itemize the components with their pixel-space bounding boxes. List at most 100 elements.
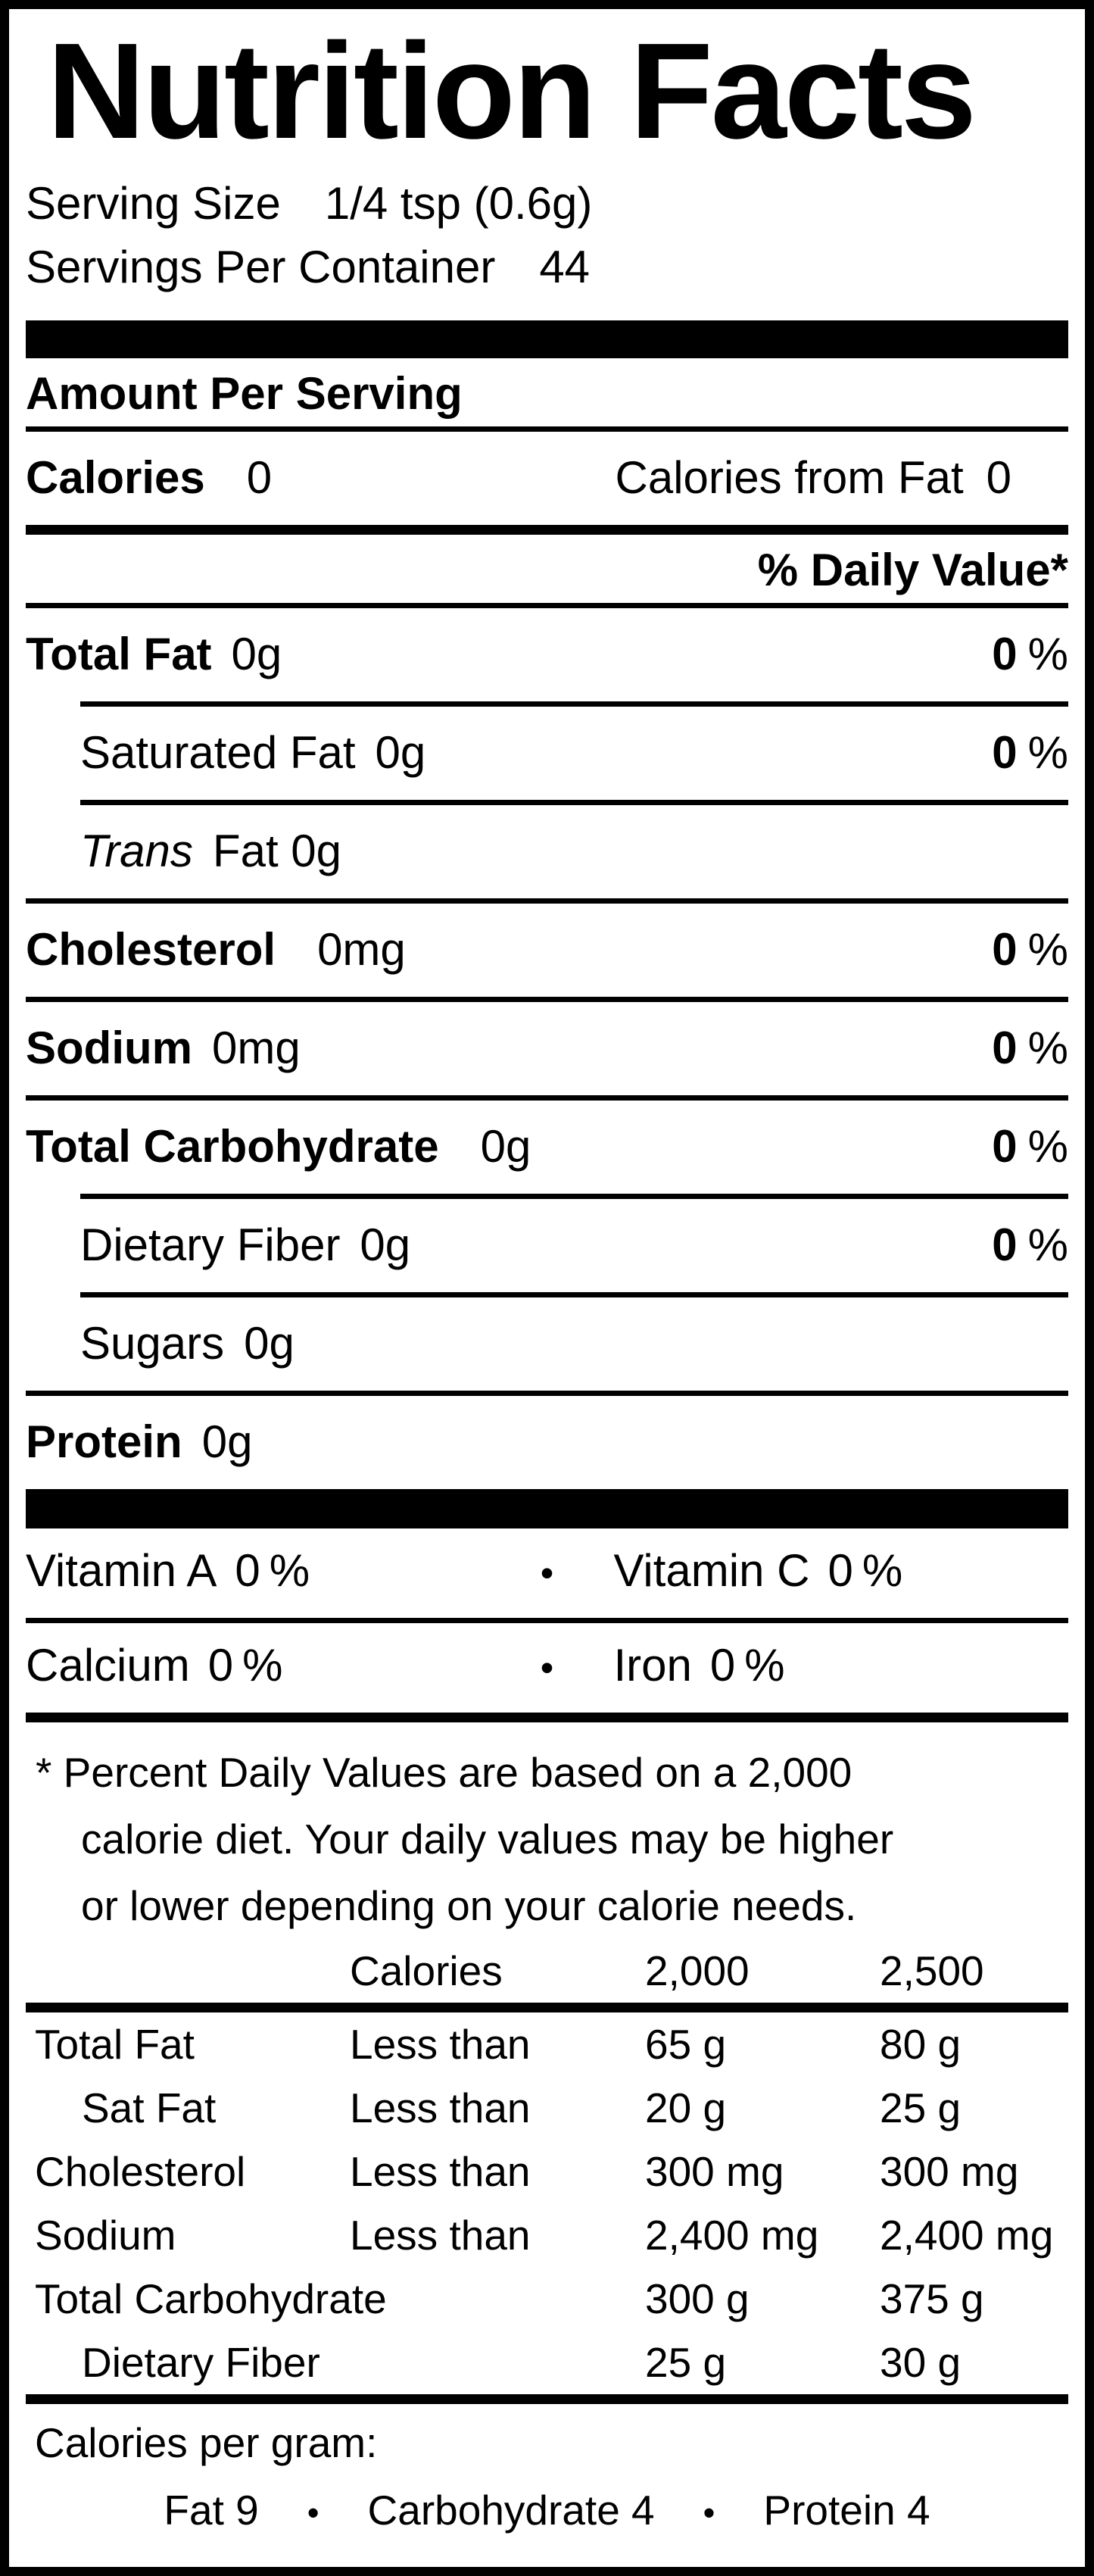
servings-per-container-line: Servings Per Container 44 [26, 236, 1068, 299]
divider-medium [26, 2394, 1068, 2404]
serving-size-label: Serving Size [26, 178, 281, 229]
divider-medium [26, 1713, 1068, 1722]
footnote-line: * Percent Daily Values are based on a 2,… [36, 1749, 852, 1796]
dv-number: 0 [992, 924, 1018, 975]
calcium-value: 0 [207, 1640, 234, 1691]
dv-table-body: Total Fat Less than 65 g 80 g Sat Fat Le… [26, 2012, 1068, 2394]
nutrient-amount: 0g [244, 1318, 295, 1369]
divider-medium [26, 525, 1068, 535]
dv-row-name: Sat Fat [82, 2084, 217, 2131]
vitamin-a-item: Vitamin A 0% [26, 1547, 525, 1595]
nutrient-label: Total Fat [26, 629, 212, 679]
dv-table-header-2000: 2,000 [645, 1947, 750, 1994]
nutrient-amount: 0g [375, 727, 426, 778]
calories-from-fat: Calories from Fat 0 [616, 451, 1011, 504]
dv-row-2500: 30 g [880, 2339, 962, 2386]
dv-row-name: Dietary Fiber [82, 2339, 320, 2386]
dv-row-2500: 80 g [880, 2021, 962, 2068]
dv-row-name: Cholesterol [35, 2148, 246, 2195]
nutrient-label-rest: Fat 0g [212, 826, 342, 876]
divider-thin [26, 898, 1068, 904]
dv-row-2000: 25 g [645, 2339, 727, 2386]
percent-sign: % [269, 1545, 310, 1596]
percent-sign: % [242, 1640, 283, 1691]
cpg-protein: Protein 4 [763, 2487, 930, 2534]
dv-row-qualifier: Less than [350, 2084, 531, 2131]
dv-table-header: Calories 2,000 2,500 [26, 1939, 1068, 2003]
nutrient-amount: 0g [201, 1416, 253, 1467]
dv-row-qualifier: Less than [350, 2148, 531, 2195]
dv-row-name: Total Fat [35, 2021, 195, 2068]
nutrient-amount: 0g [231, 629, 282, 679]
calcium-item: Calcium 0% [26, 1641, 525, 1690]
vitamin-a-label: Vitamin A [26, 1545, 217, 1596]
servings-per-container-value: 44 [539, 242, 591, 292]
cpg-fat: Fat 9 [164, 2487, 259, 2534]
nutrient-daily-value: 0% [992, 1219, 1068, 1272]
vitamin-row-calcium-iron: Calcium 0% • Iron 0% [26, 1623, 1068, 1713]
calories-label: Calories [26, 452, 205, 503]
dv-row-2000: 300 mg [645, 2148, 784, 2195]
dv-percent-sign: % [1027, 924, 1068, 975]
dv-row-2000: 2,400 mg [645, 2212, 819, 2259]
nutrient-daily-value: 0% [992, 726, 1068, 779]
bullet-separator: • [703, 2493, 715, 2532]
vitamin-a-value: 0 [235, 1545, 260, 1596]
calcium-label: Calcium [26, 1640, 190, 1691]
servings-per-container-label: Servings Per Container [26, 242, 496, 292]
separator-bar-bottom [26, 1489, 1068, 1528]
calories-from-fat-label: Calories from Fat [615, 452, 964, 503]
divider-thin [26, 603, 1068, 608]
bullet-separator: • [307, 2493, 319, 2532]
serving-size-value: 1/4 tsp (0.6g) [324, 178, 593, 229]
nutrient-label: Protein [26, 1416, 182, 1467]
percent-sign: % [862, 1545, 903, 1596]
dv-row-name: Total Carbohydrate [35, 2275, 387, 2322]
footnote-line: or lower depending on your calorie needs… [81, 1882, 857, 1929]
dv-row-2000: 300 g [645, 2275, 750, 2322]
nutrient-amount: 0g [360, 1219, 411, 1270]
nutrient-label: Cholesterol [26, 924, 276, 975]
nutrient-daily-value: 0% [992, 628, 1068, 681]
nutrient-row-dietary-fiber: Dietary Fiber 0g 0% [26, 1199, 1068, 1292]
divider-thin-indented [80, 1194, 1068, 1199]
dv-row-2000: 65 g [645, 2021, 727, 2068]
dv-number: 0 [992, 1023, 1018, 1073]
label-title: Nutrition Facts [47, 15, 977, 167]
dv-table-header-calories: Calories [350, 1947, 503, 1994]
divider-thin [26, 1618, 1068, 1623]
dv-percent-sign: % [1027, 727, 1068, 778]
dv-row-2500: 375 g [880, 2275, 984, 2322]
nutrient-label: Sodium [26, 1023, 192, 1073]
divider-thin-indented [80, 701, 1068, 707]
vitamin-c-item: Vitamin C 0% [570, 1547, 1069, 1595]
nutrient-row-sugars: Sugars 0g [26, 1297, 1068, 1391]
separator-bar-top [26, 320, 1068, 358]
daily-values-footnote: * Percent Daily Values are based on a 2,… [26, 1722, 1068, 1939]
iron-value: 0 [709, 1640, 736, 1691]
vitamin-c-label: Vitamin C [613, 1545, 810, 1596]
nutrient-row-protein: Protein 0g [26, 1396, 1068, 1489]
nutrient-row-cholesterol: Cholesterol 0mg 0% [26, 904, 1068, 997]
dv-percent-sign: % [1027, 1121, 1068, 1172]
nutrient-row-saturated-fat: Saturated Fat 0g 0% [26, 707, 1068, 800]
iron-label: Iron [613, 1640, 692, 1691]
dv-row-2500: 300 mg [880, 2148, 1019, 2195]
calories-from-fat-value: 0 [986, 452, 1011, 503]
nutrient-row-sodium: Sodium 0mg 0% [26, 1002, 1068, 1095]
nutrient-amount: 0mg [212, 1023, 301, 1073]
dv-percent-sign: % [1027, 629, 1068, 679]
dv-row-2000: 20 g [645, 2084, 727, 2131]
daily-value-header: % Daily Value* [757, 545, 1068, 595]
nutrient-row-total-carbohydrate: Total Carbohydrate 0g 0% [26, 1101, 1068, 1194]
dv-row-2500: 25 g [880, 2084, 962, 2131]
vitamin-row-a-c: Vitamin A 0% • Vitamin C 0% [26, 1528, 1068, 1618]
dv-number: 0 [992, 727, 1018, 778]
dv-percent-sign: % [1027, 1219, 1068, 1270]
calories-per-gram-heading: Calories per gram: [35, 2419, 378, 2466]
nutrient-label-italic: Trans [80, 826, 193, 876]
calories-per-gram-items: Fat 9 • Carbohydrate 4 • Protein 4 [26, 2471, 1068, 2543]
dv-row-name: Sodium [35, 2212, 176, 2259]
amount-per-serving-heading: Amount Per Serving [26, 368, 463, 419]
